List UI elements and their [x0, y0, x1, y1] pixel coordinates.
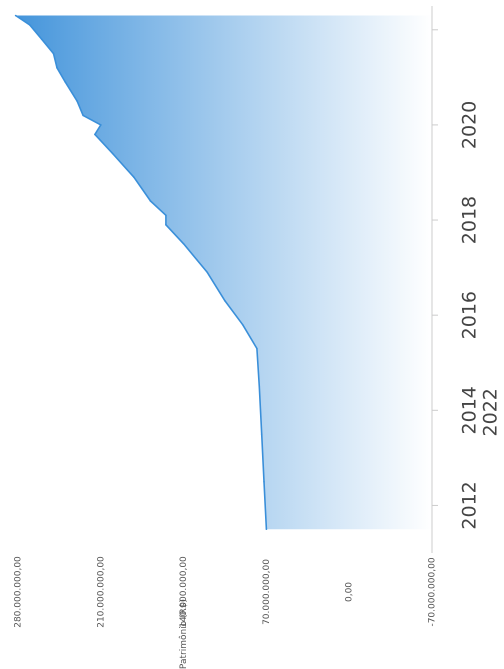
data-point: [76, 100, 78, 102]
data-point: [165, 224, 167, 226]
y-tick-label: 140.000.000,00: [179, 556, 189, 628]
data-point: [29, 24, 31, 26]
data-point: [64, 81, 67, 83]
data-point: [224, 300, 226, 302]
data-point: [100, 124, 102, 126]
data-point: [56, 67, 58, 69]
y-tick-label: 210.000.000,00: [96, 556, 106, 628]
y-axis-title: Patrimônio (R$): [178, 599, 189, 669]
y-tick-label: -70.000.000,00: [428, 557, 438, 626]
x-axis-title: 2022: [480, 388, 502, 436]
data-point: [260, 433, 263, 435]
data-point: [258, 385, 261, 388]
area-fill: [15, 15, 432, 530]
x-tick-label: 2016: [459, 291, 481, 339]
series-line: [15, 14, 268, 530]
data-point: [111, 152, 114, 155]
data-point: [263, 480, 265, 483]
data-point: [52, 52, 55, 55]
data-point: [94, 133, 96, 136]
data-point: [14, 14, 17, 17]
x-tick-label: 2020: [459, 101, 481, 149]
data-point: [149, 200, 152, 202]
data-point: [182, 243, 185, 245]
y-tick-label: 70.000.000,00: [262, 559, 272, 625]
data-point: [206, 271, 209, 274]
data-point: [40, 38, 43, 41]
data-point: [265, 528, 268, 530]
x-tick-label: 2018: [459, 196, 481, 244]
y-tick-label: 280.000.000,00: [14, 556, 24, 628]
x-tick-label: 2012: [459, 481, 481, 529]
x-tick-label: 2014: [459, 386, 481, 434]
data-point: [165, 214, 167, 217]
data-point: [82, 114, 84, 117]
data-point: [133, 176, 135, 178]
data-point: [256, 347, 258, 350]
y-tick-label: 0,00: [345, 582, 355, 602]
data-point: [241, 323, 244, 326]
